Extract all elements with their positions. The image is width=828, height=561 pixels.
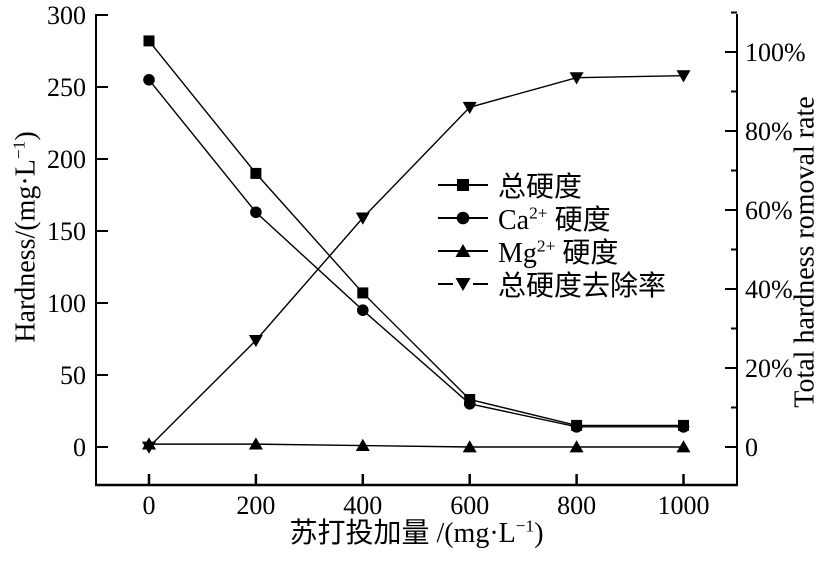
left-axis-tick-label: 200 <box>47 145 86 174</box>
data-point-square <box>250 167 262 179</box>
x-axis-tick-label: 0 <box>143 491 156 520</box>
data-point-triangle-down <box>355 212 370 225</box>
data-point-triangle-down <box>142 441 156 454</box>
series-line-square <box>148 40 684 427</box>
left-axis-title-close: ) <box>10 131 42 141</box>
left-axis-tick-label: 250 <box>47 73 86 102</box>
data-point-triangle-up <box>569 440 584 453</box>
x-axis-title-close: ) <box>534 518 544 549</box>
legend-label-mg-hardness: Mg2+ 硬度 <box>498 236 619 269</box>
x-axis-title-text: 苏打投加量 /(mg·L <box>289 518 516 549</box>
series-line-triangle-up <box>149 443 684 448</box>
data-point-triangle-up <box>462 440 477 453</box>
legend-circle-marker-icon <box>438 211 488 224</box>
data-point-circle <box>357 304 369 317</box>
right-axis-title: Total hardness romoval rate <box>789 96 821 408</box>
x-axis-tick-label: 200 <box>236 491 275 520</box>
data-point-triangle-down <box>248 334 263 348</box>
series-line-triangle-down <box>148 75 684 448</box>
left-axis-tick-label: 0 <box>73 433 86 462</box>
data-point-circle <box>250 206 262 219</box>
data-point-triangle-up <box>355 438 370 451</box>
x-axis-title-sup: −1 <box>515 516 535 536</box>
right-axis-tick-label: 60% <box>745 196 793 225</box>
data-point-square <box>571 419 583 431</box>
x-axis-tick-label: 600 <box>450 491 489 520</box>
data-point-triangle-down <box>569 72 584 85</box>
data-point-square <box>143 35 155 47</box>
legend-item-removal-rate: 总硬度去除率 <box>437 267 666 302</box>
data-point-triangle-up <box>676 440 691 453</box>
x-axis-tick-label: 1000 <box>658 491 710 520</box>
left-axis-tick-label: 50 <box>60 361 86 390</box>
left-axis-title-sup: −1 <box>9 140 29 160</box>
legend: 总硬度 Ca2+ 硬度 Mg2+ 硬度 总硬度去除率 <box>437 168 666 302</box>
data-point-square <box>678 419 689 431</box>
data-point-triangle-up <box>248 437 263 450</box>
left-axis-tick-label: 150 <box>47 217 86 246</box>
series-line-circle <box>148 79 684 428</box>
left-axis-title: Hardness/(mg·L−1) <box>9 131 43 343</box>
x-axis-title: 苏打投加量 /(mg·L−1) <box>96 516 737 550</box>
right-axis-tick-label: 0 <box>745 433 758 462</box>
data-point-square <box>357 287 369 299</box>
x-axis-tick-label: 800 <box>557 491 596 520</box>
legend-item-total-hardness: 总硬度 <box>437 168 666 203</box>
legend-label-ca-hardness: Ca2+ 硬度 <box>498 203 611 236</box>
right-axis-tick-label: 100% <box>745 38 806 67</box>
legend-square-marker-icon <box>438 178 488 191</box>
right-axis-tick-label: 40% <box>745 275 793 304</box>
x-axis-tick-label: 400 <box>343 491 382 520</box>
legend-triangle-up-marker-icon <box>438 243 488 257</box>
data-point-circle <box>143 74 155 86</box>
legend-label-removal-rate: 总硬度去除率 <box>498 270 667 302</box>
legend-triangle-down-marker-icon <box>438 277 488 291</box>
legend-item-mg-hardness: Mg2+ 硬度 <box>437 234 666 269</box>
left-axis-title-text: Hardness/(mg·L <box>10 159 42 343</box>
legend-item-ca-hardness: Ca2+ 硬度 <box>437 201 666 236</box>
data-point-triangle-down <box>462 101 477 115</box>
right-axis-tick-label: 20% <box>745 354 793 383</box>
data-point-triangle-down <box>676 70 691 83</box>
right-axis-tick-label: 80% <box>745 117 793 146</box>
left-axis-tick-label: 300 <box>47 1 86 30</box>
data-point-square <box>464 393 476 405</box>
legend-label-total-hardness: 总硬度 <box>498 171 583 203</box>
left-axis-tick-label: 100 <box>47 289 86 318</box>
